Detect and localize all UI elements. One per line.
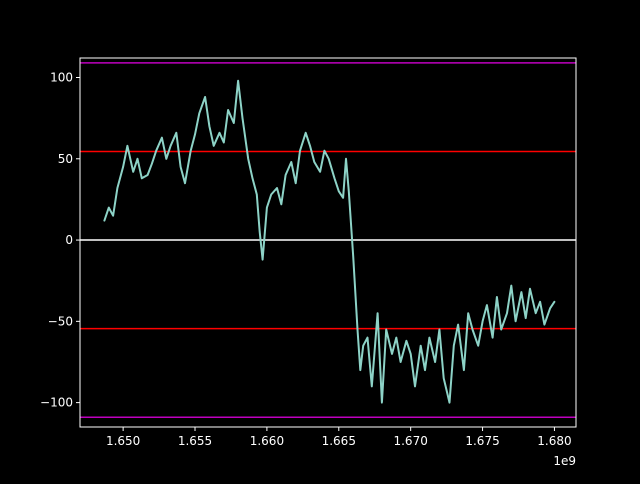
x-tick-label-4: 1.670 xyxy=(393,434,427,448)
reference-lines xyxy=(80,62,576,418)
series-line-0 xyxy=(103,79,556,404)
y-tick-label-3: −50 xyxy=(48,314,73,328)
y-tick-label-1: 50 xyxy=(58,152,73,166)
y-tick-label-0: 100 xyxy=(50,71,73,85)
plot-frame xyxy=(79,57,577,428)
x-axis: 1.650 1.655 1.660 1.665 1.670 1.675 1.680 xyxy=(106,427,572,448)
y-axis: 100 50 0 −50 −100 xyxy=(40,71,80,410)
x-tick-label-5: 1.675 xyxy=(465,434,499,448)
y-tick-label-4: −100 xyxy=(40,396,73,410)
x-axis-offset-text: 1e9 xyxy=(553,454,576,468)
x-tick-label-2: 1.660 xyxy=(250,434,284,448)
x-tick-label-6: 1.680 xyxy=(537,434,571,448)
x-tick-label-3: 1.665 xyxy=(322,434,356,448)
x-tick-label-1: 1.655 xyxy=(178,434,212,448)
series-layer xyxy=(103,79,556,404)
y-tick-label-2: 0 xyxy=(65,233,73,247)
x-tick-label-0: 1.650 xyxy=(106,434,140,448)
